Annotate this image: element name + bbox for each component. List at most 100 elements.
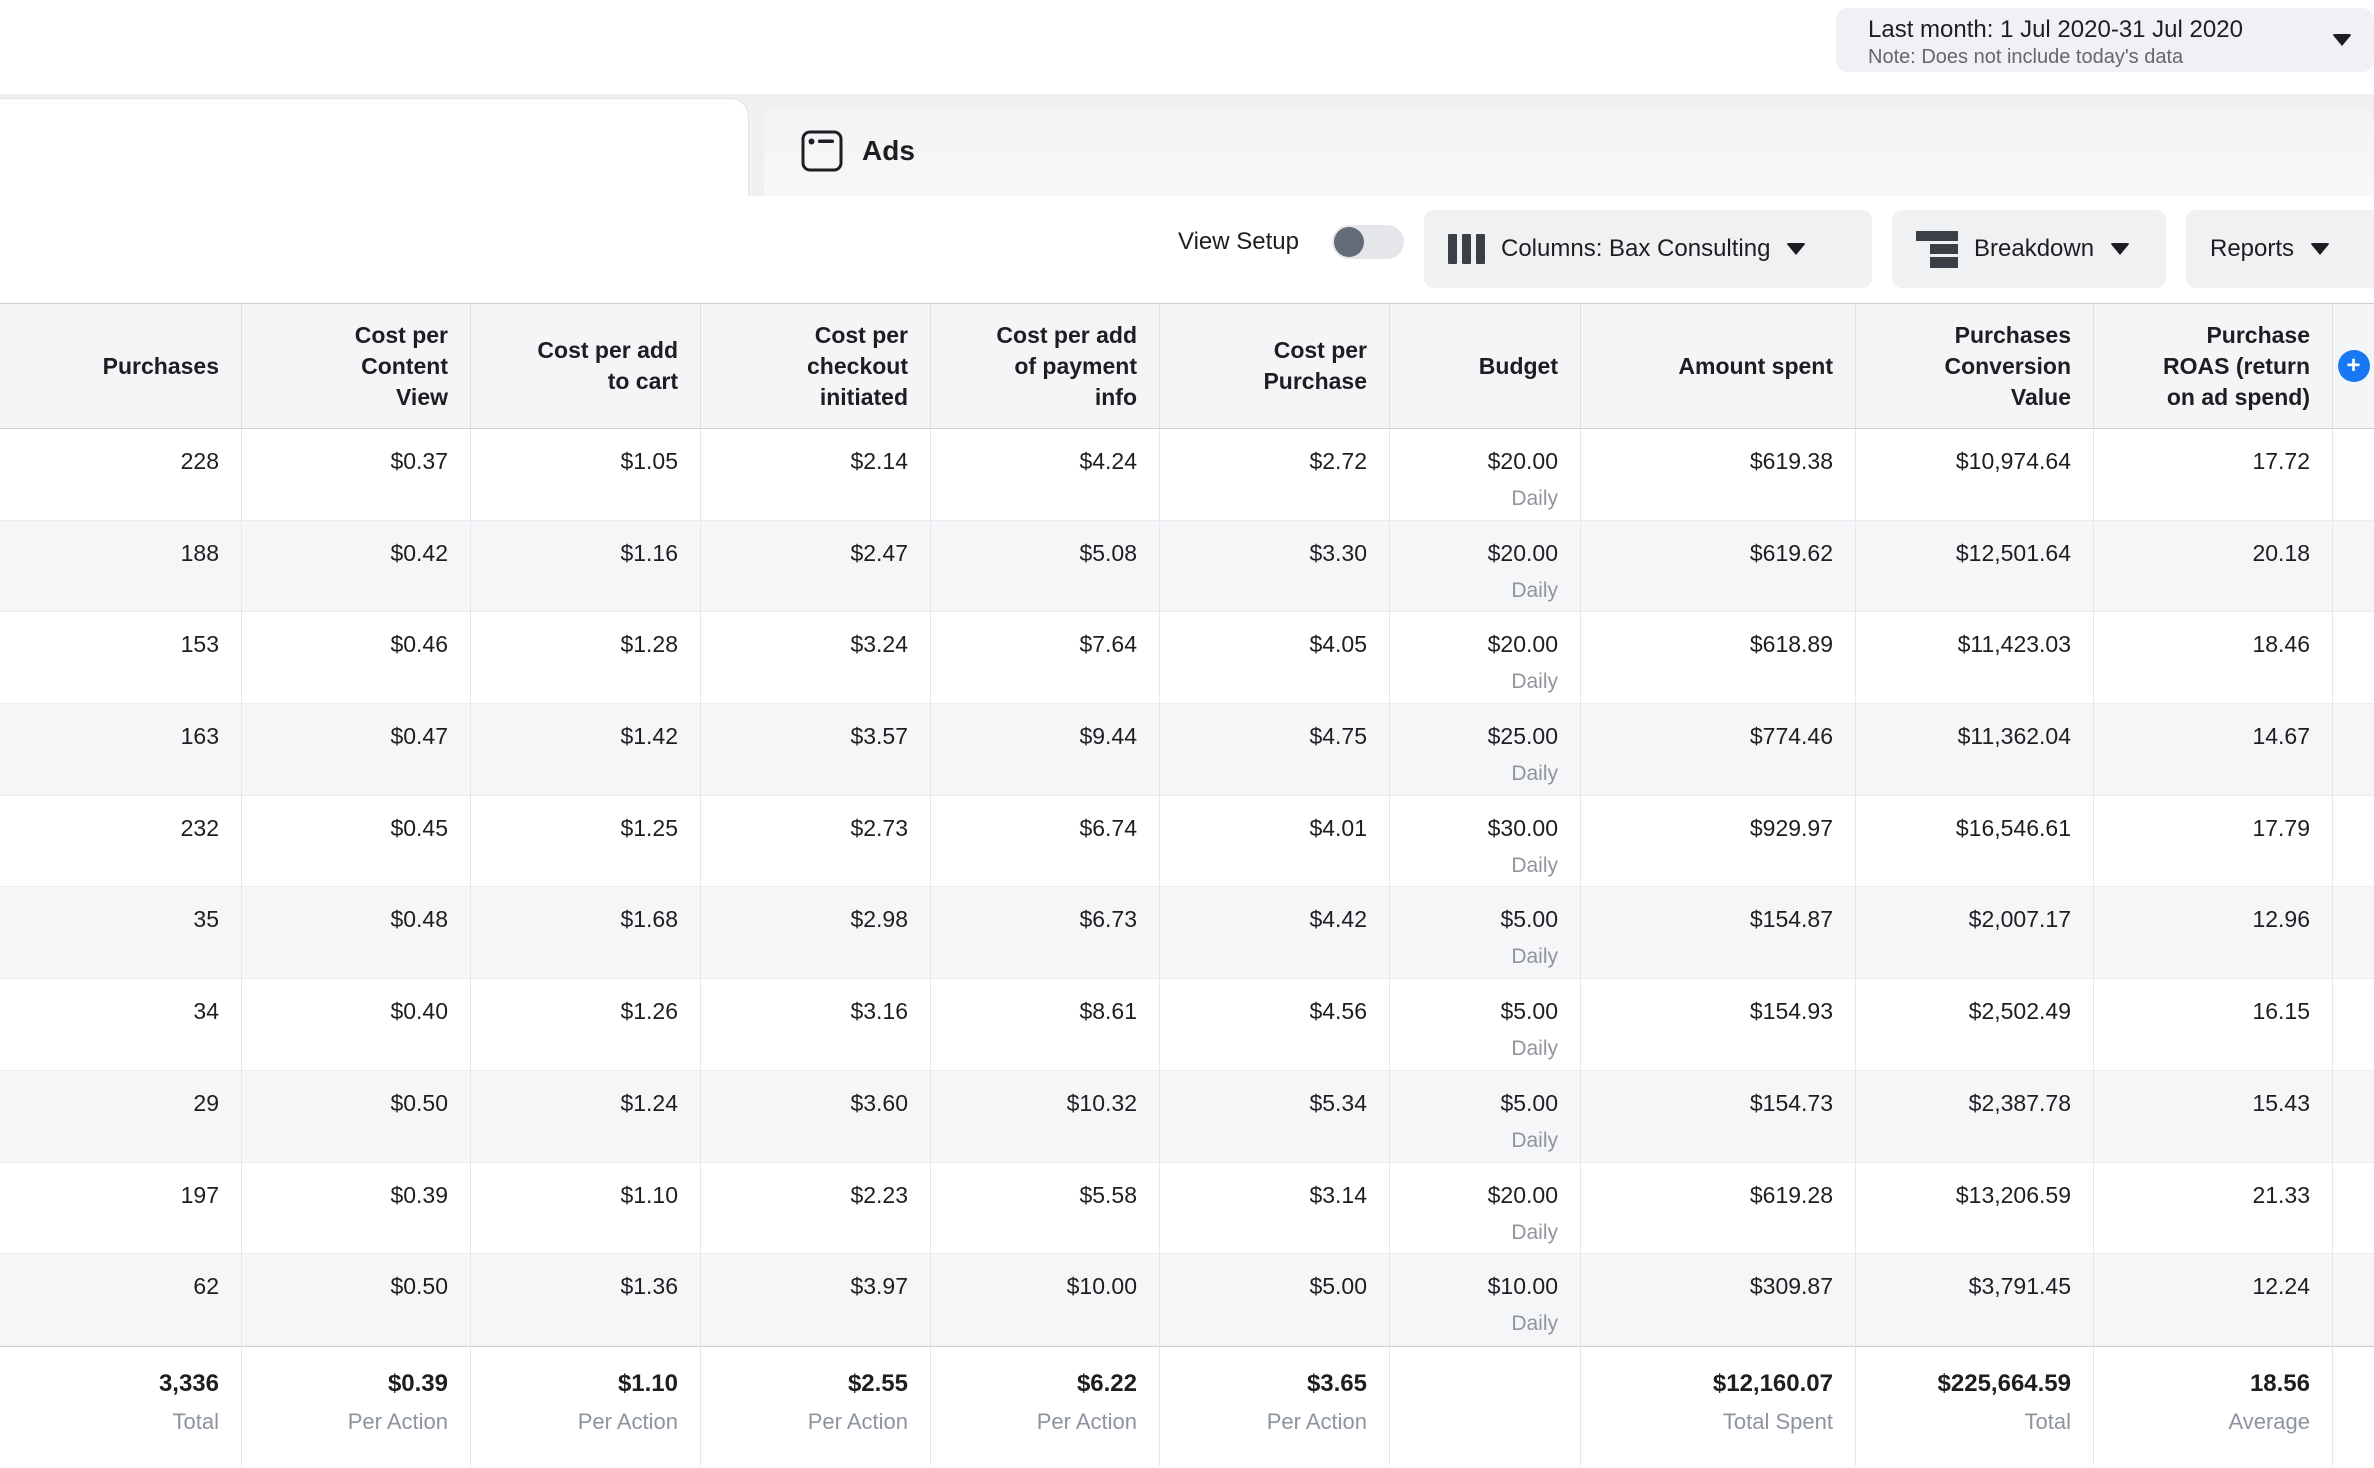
cell-value: $1.26 [620, 998, 678, 1025]
cell-budget: $20.00 Daily [1390, 429, 1581, 521]
cell-value: $5.58 [1079, 1181, 1137, 1208]
cell-value: $30.00 [1487, 814, 1558, 841]
reports-button[interactable]: Reports [2186, 210, 2374, 288]
cell-value: 163 [180, 723, 219, 750]
column-header-purchases_conversion_value[interactable]: Purchases Conversion Value [1856, 303, 2094, 429]
cell-value: $3.57 [850, 723, 908, 750]
cell-value: $0.45 [390, 814, 448, 841]
cell-value: $9.44 [1079, 723, 1137, 750]
cell-value: $2,502.49 [1968, 998, 2071, 1025]
cell-budget: $5.00 Daily [1390, 1070, 1581, 1163]
table-row[interactable]: 62 $0.50 $1.36 $3.97 $10.00 $5.00 $10.00 Daily $… [0, 1254, 2374, 1346]
cell-value: $1.42 [620, 723, 678, 750]
cell-amount_spent: $929.97 [1581, 795, 1856, 888]
table-row[interactable]: 228 $0.37 $1.05 $2.14 $4.24 $2.72 $20.00 Daily $… [0, 429, 2374, 521]
column-header-purchase_roas[interactable]: Purchase ROAS (return on ad spend) [2094, 303, 2333, 429]
total-cost_per_content_view: $0.39 Per Action [242, 1345, 471, 1466]
cell-sublabel: Daily [1511, 578, 1558, 602]
view-setup-toggle[interactable] [1332, 225, 1404, 259]
cell-value: $929.97 [1749, 814, 1833, 841]
total-cost_per_add_of_payment_info: $6.22 Per Action [931, 1345, 1160, 1466]
cell-amount_spent: $154.87 [1581, 887, 1856, 980]
cell-value: $1.16 [620, 539, 678, 566]
cell-value: 12.24 [2252, 1273, 2310, 1300]
cell-cost_per_add_of_payment_info: $6.74 [931, 795, 1160, 888]
cell-budget: $20.00 Daily [1390, 1162, 1581, 1255]
cell-value: $4.01 [1309, 814, 1367, 841]
cell-cost_per_purchase: $2.72 [1160, 429, 1390, 521]
cell-cost_per_add_of_payment_info: $4.24 [931, 429, 1160, 521]
table-row[interactable]: 232 $0.45 $1.25 $2.73 $6.74 $4.01 $30.00 Daily $… [0, 795, 2374, 888]
cell-value: $4.05 [1309, 631, 1367, 658]
column-header-cost_per_checkout_initiated[interactable]: Cost per checkout initiated [701, 303, 931, 429]
cell-cost_per_add_to_cart: $1.28 [471, 612, 701, 705]
column-header-budget[interactable]: Budget [1390, 303, 1581, 429]
cell-value: 29 [193, 1089, 219, 1116]
columns-button[interactable]: Columns: Bax Consulting [1424, 210, 1872, 288]
cell-cost_per_content_view: $0.47 [242, 704, 471, 796]
cell-cost_per_purchase: $4.01 [1160, 795, 1390, 888]
cell-value: 14.67 [2252, 723, 2310, 750]
cell-value: $309.87 [1749, 1273, 1833, 1300]
cell-value: $3.60 [850, 1089, 908, 1116]
table-row[interactable]: 153 $0.46 $1.28 $3.24 $7.64 $4.05 $20.00 Daily $… [0, 612, 2374, 705]
total-value: $1.10 [617, 1369, 678, 1397]
cell-purchase_roas: 17.72 [2094, 429, 2333, 521]
table-row[interactable]: 197 $0.39 $1.10 $2.23 $5.58 $3.14 $20.00 Daily $… [0, 1162, 2374, 1255]
tab-selected[interactable] [0, 98, 749, 197]
cell-cost_per_add_of_payment_info: $8.61 [931, 979, 1160, 1071]
table-row[interactable]: 35 $0.48 $1.68 $2.98 $6.73 $4.42 $5.00 Daily $15… [0, 887, 2374, 980]
cell-value: $0.39 [390, 1181, 448, 1208]
column-header-cost_per_add_of_payment_info[interactable]: Cost per add of payment info [931, 303, 1160, 429]
cell-value: $4.24 [1079, 448, 1137, 474]
table-row[interactable]: 163 $0.47 $1.42 $3.57 $9.44 $4.75 $25.00 Daily $… [0, 704, 2374, 796]
table-row[interactable]: 34 $0.40 $1.26 $3.16 $8.61 $4.56 $5.00 Daily $15… [0, 979, 2374, 1071]
cell-cost_per_purchase: $4.05 [1160, 612, 1390, 705]
cell-value: $16,546.61 [1955, 814, 2071, 841]
cell-value: $20.00 [1487, 539, 1558, 566]
cell-cost_per_add_of_payment_info: $6.73 [931, 887, 1160, 980]
cell-value: 188 [180, 539, 219, 566]
cell-cost_per_checkout_initiated: $3.97 [701, 1254, 931, 1346]
cell-value: $11,423.03 [1957, 631, 2071, 658]
total-value: 3,336 [158, 1369, 219, 1397]
total-caption: Per Action [807, 1408, 908, 1434]
cell-budget: $5.00 Daily [1390, 887, 1581, 980]
cell-value: 21.33 [2252, 1181, 2310, 1208]
column-header-purchases[interactable]: Purchases [0, 303, 242, 429]
column-header-amount_spent[interactable]: Amount spent [1581, 303, 1856, 429]
cell-cost_per_checkout_initiated: $3.16 [701, 979, 931, 1071]
table-totals-row: 3,336 Total $0.39 Per Action $1.10 Per Action… [0, 1345, 2374, 1466]
cell-value: $0.42 [390, 539, 448, 566]
total-cost_per_checkout_initiated: $2.55 Per Action [701, 1345, 931, 1466]
cell-sublabel: Daily [1511, 1312, 1558, 1336]
date-range-selector[interactable]: Last month: 1 Jul 2020-31 Jul 2020 Note:… [1836, 8, 2374, 72]
cell-cost_per_purchase: $3.14 [1160, 1162, 1390, 1255]
cell-purchase_roas: 20.18 [2094, 520, 2333, 613]
table-row[interactable]: 29 $0.50 $1.24 $3.60 $10.32 $5.34 $5.00 Daily $1… [0, 1070, 2374, 1163]
cell-purchases_conversion_value: $11,423.03 [1856, 612, 2094, 705]
cell-purchase_roas: 16.15 [2094, 979, 2333, 1071]
breakdown-button[interactable]: Breakdown [1892, 210, 2166, 288]
column-header-cost_per_add_to_cart[interactable]: Cost per add to cart [471, 303, 701, 429]
cell-add-column [2333, 612, 2374, 705]
table-row[interactable]: 188 $0.42 $1.16 $2.47 $5.08 $3.30 $20.00 Daily $… [0, 520, 2374, 613]
cell-value: $0.47 [390, 723, 448, 750]
total-cost_per_add_to_cart: $1.10 Per Action [471, 1345, 701, 1466]
cell-value: 20.18 [2252, 539, 2310, 566]
cell-purchases_conversion_value: $3,791.45 [1856, 1254, 2094, 1346]
column-header-cost_per_purchase[interactable]: Cost per Purchase [1160, 303, 1390, 429]
add-column-plus-icon[interactable]: + [2337, 350, 2370, 382]
cell-cost_per_purchase: $5.00 [1160, 1254, 1390, 1346]
cell-value: $8.61 [1079, 998, 1137, 1025]
cell-amount_spent: $154.93 [1581, 979, 1856, 1071]
reports-button-label: Reports [2210, 235, 2295, 262]
cell-cost_per_content_view: $0.46 [242, 612, 471, 705]
column-header-cost_per_content_view[interactable]: Cost per Content View [242, 303, 471, 429]
cell-amount_spent: $154.73 [1581, 1070, 1856, 1163]
cell-purchase_roas: 17.79 [2094, 795, 2333, 888]
total-caption: Per Action [1036, 1408, 1137, 1434]
tab-ads[interactable]: Ads [764, 106, 2374, 196]
cell-cost_per_content_view: $0.37 [242, 429, 471, 521]
cell-cost_per_add_of_payment_info: $7.64 [931, 612, 1160, 705]
